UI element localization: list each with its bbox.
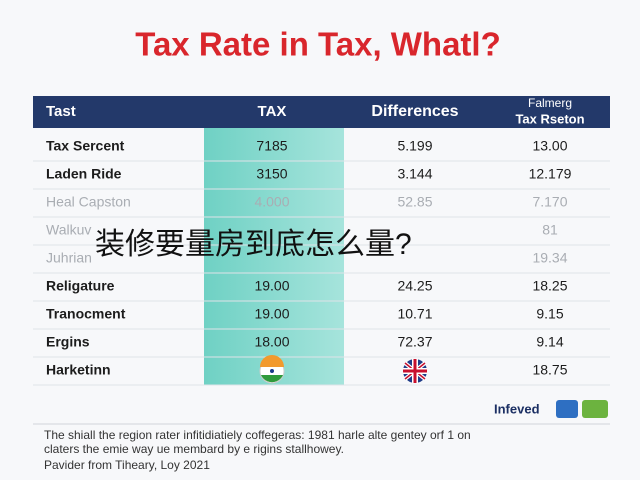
flag-india (259, 355, 285, 384)
cell: 10.71 (397, 306, 432, 322)
header-cell: TAX (258, 103, 287, 120)
cell: 7185 (256, 138, 287, 154)
cell: 52.85 (397, 194, 432, 210)
cell: Laden Ride (46, 166, 122, 182)
cell: Heal Capston (46, 194, 131, 210)
cell: 3.144 (397, 166, 432, 182)
footer-text: claters the emie way ue membard by e rig… (44, 442, 344, 456)
header-cell: Differences (371, 103, 458, 120)
cell: 19.00 (254, 306, 289, 322)
cell: 19.34 (532, 250, 567, 266)
logo-text: Infeved (494, 401, 540, 416)
cell: 18.00 (254, 334, 289, 350)
cell: Tax Sercent (46, 138, 125, 154)
footer-text: The shiall the region rater infitidiatie… (44, 428, 471, 442)
cell: Tranocment (46, 306, 126, 322)
cell: Juhrian (46, 250, 92, 266)
header-cell: Falmerg (528, 96, 572, 110)
cell: 24.25 (397, 278, 432, 294)
cell: 4.000 (254, 194, 289, 210)
overlay-caption: 装修要量房到底怎么量? (95, 228, 412, 261)
cell: 19.00 (254, 278, 289, 294)
cell: 3150 (256, 166, 287, 182)
cell: 18.25 (532, 278, 567, 294)
cell: Ergins (46, 334, 90, 350)
table-header (33, 96, 610, 128)
cell: Walkuv (46, 222, 91, 238)
cell: 9.14 (536, 334, 563, 350)
tax-column-highlight (204, 127, 344, 385)
footer-text: Pavider from Tiheary, Loy 2021 (44, 458, 210, 472)
cell: 72.37 (397, 334, 432, 350)
table-body: Tax Sercent 7185 5.199 13.00 Laden Ride 3150 3… (33, 138, 610, 386)
cell: 12.179 (529, 166, 572, 182)
cell: Religature (46, 278, 115, 294)
cell: 7.170 (532, 194, 567, 210)
cell: 81 (542, 222, 558, 238)
cell: Harketinn (46, 362, 111, 378)
cell: 5.199 (397, 138, 432, 154)
cell: 18.75 (532, 362, 567, 378)
logo-badge (582, 400, 608, 418)
cell: 13.00 (532, 138, 567, 154)
title: Tax Rate in Tax, Whatl? (135, 26, 501, 63)
cell: 9.15 (536, 306, 563, 322)
logo-badge (556, 400, 578, 418)
header-cell: Tast (46, 103, 76, 120)
header-cell: Tax Rseton (515, 111, 584, 126)
flag-uk (403, 359, 427, 383)
